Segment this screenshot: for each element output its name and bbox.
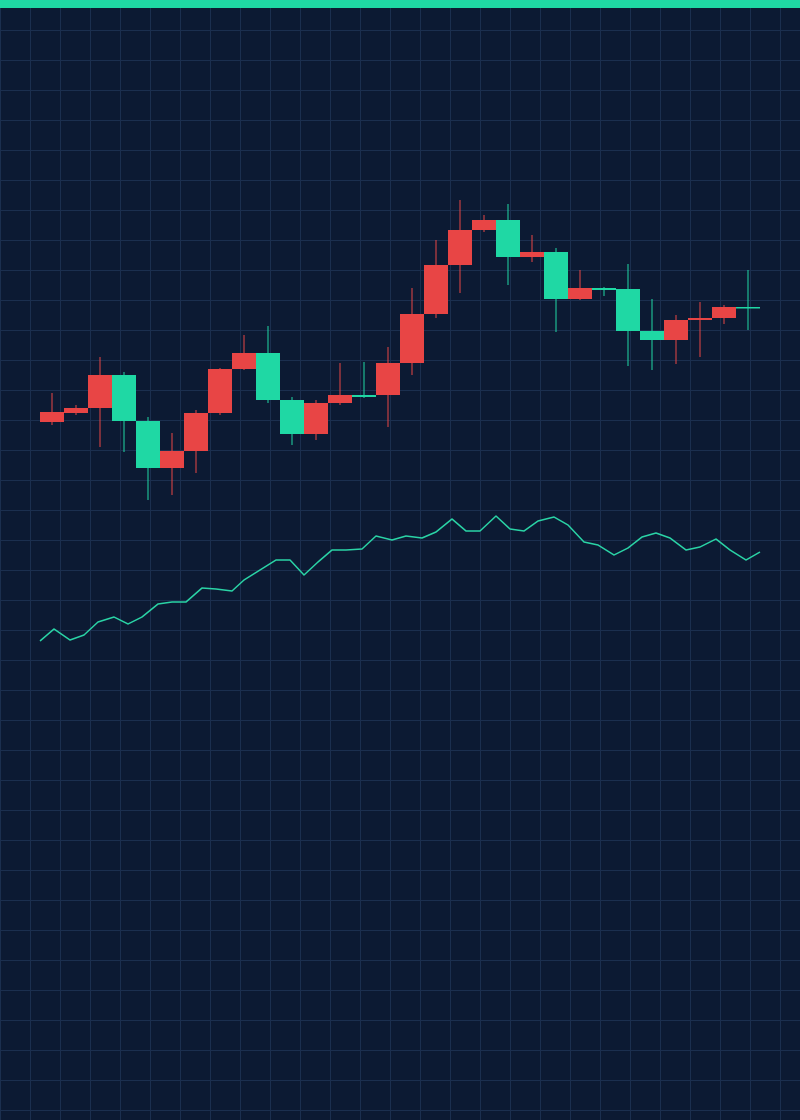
candle-body — [40, 412, 64, 422]
candle-body — [520, 252, 544, 257]
candle-body — [496, 220, 520, 257]
candle-body — [280, 400, 304, 434]
candle-body — [448, 230, 472, 265]
candle-body — [184, 413, 208, 451]
candle-body — [400, 314, 424, 363]
candle-body — [376, 363, 400, 395]
candle-body — [688, 318, 712, 320]
candle-body — [256, 353, 280, 400]
candle-body — [88, 375, 112, 408]
candle-body — [568, 288, 592, 299]
line — [39, 515, 761, 642]
candle-body — [472, 220, 496, 230]
candle-body — [64, 408, 88, 413]
candle-body — [664, 320, 688, 340]
candle-body — [328, 395, 352, 403]
candle-body — [160, 451, 184, 468]
candle-body — [112, 375, 136, 421]
plot-area — [39, 200, 761, 642]
candle-body — [712, 307, 736, 318]
candle-body — [544, 252, 568, 299]
top-bar — [0, 0, 800, 8]
candle-body — [424, 265, 448, 314]
candle-body — [304, 403, 328, 434]
candle-body — [352, 395, 376, 397]
candle-body — [736, 307, 760, 309]
candle-body — [136, 421, 160, 468]
candle-body — [616, 289, 640, 331]
candle-body — [208, 369, 232, 413]
candle-body — [640, 331, 664, 340]
candle-body — [232, 353, 256, 369]
candle-body — [592, 288, 616, 290]
